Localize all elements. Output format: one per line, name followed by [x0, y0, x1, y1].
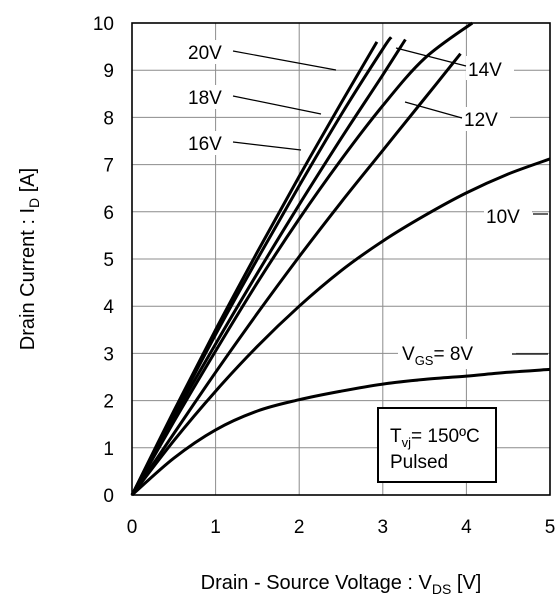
y-tick-label: 2 [103, 392, 114, 413]
tick-labels: 0 1 2 3 4 5 0 1 2 3 4 5 6 7 8 9 10 [93, 14, 555, 538]
label-20v-group: 20V [186, 40, 337, 71]
label-18v: 18V [188, 88, 222, 109]
y-tick-label: 8 [103, 108, 114, 129]
y-tick-label: 5 [103, 250, 114, 271]
y-tick-label: 1 [103, 439, 114, 460]
x-tick-label: 4 [461, 517, 472, 538]
x-tick-label: 3 [378, 517, 389, 538]
leader-14v [395, 47, 467, 67]
y-tick-label: 3 [103, 344, 114, 365]
x-axis-title-sub: DS [432, 581, 451, 594]
label-14v-bg [466, 56, 514, 80]
conditions-box-frame [377, 407, 497, 483]
label-8v-bg [398, 339, 516, 369]
y-tick-label: 0 [103, 486, 114, 507]
label-14v: 14V [468, 60, 502, 81]
label-20v: 20V [188, 43, 222, 64]
conditions-temperature-sub: vj [402, 435, 412, 450]
x-tick-label: 5 [545, 517, 556, 538]
curve-series-2 [130, 52, 462, 496]
label-8v-prefix: V [402, 344, 415, 365]
curve-series-4 [130, 38, 407, 496]
label-8v: VGS= 8V [402, 344, 473, 368]
label-18v-group: 18V [186, 85, 322, 115]
x-axis-title-main: Drain - Source Voltage : V [201, 572, 433, 594]
curve-series-0 [131, 367, 551, 497]
conditions-box: Tvj= 150ºC Pulsed [377, 407, 497, 483]
label-8v-suffix: = 8V [433, 344, 473, 365]
y-tick-label: 10 [93, 14, 114, 35]
label-16v: 16V [188, 134, 222, 155]
label-16v-bg [186, 131, 232, 155]
y-axis-title-main: Drain Current : I [17, 208, 39, 350]
x-tick-label: 1 [210, 517, 221, 538]
leader-18v [232, 95, 322, 115]
y-axis-title-sub: D [26, 198, 42, 208]
y-axis-title-unit: [A] [17, 168, 39, 198]
x-tick-label: 0 [127, 517, 138, 538]
label-8v-sub: GS [415, 353, 434, 368]
conditions-pulsed: Pulsed [390, 452, 448, 473]
x-tick-label: 2 [294, 517, 305, 538]
plot-frame [131, 22, 551, 496]
y-tick-label: 9 [103, 61, 114, 82]
label-16v-group: 16V [186, 131, 302, 155]
label-10v-bg [484, 203, 532, 227]
curve-series-6 [130, 41, 379, 496]
curves [130, 21, 551, 497]
label-12v-group: 12V [404, 101, 510, 131]
conditions-temperature: Tvj= 150ºC [390, 426, 480, 450]
x-axis-title-unit: [V] [451, 572, 481, 594]
label-10v: 10V [486, 207, 520, 228]
curve-series-1 [130, 157, 551, 496]
label-14v-group: 14V [395, 47, 514, 81]
label-12v: 12V [464, 110, 498, 131]
curve-series-3 [130, 21, 474, 496]
y-axis-title: Drain Current : ID [A] [17, 168, 42, 350]
label-18v-bg [186, 85, 232, 109]
y-tick-label: 6 [103, 203, 114, 224]
leader-20v [232, 50, 337, 71]
label-12v-bg [462, 107, 510, 131]
conditions-temperature-prefix: T [390, 426, 402, 447]
y-tick-label: 7 [103, 156, 114, 177]
conditions-temperature-suffix: = 150ºC [411, 426, 480, 447]
label-20v-bg [186, 40, 232, 64]
label-8v-group: VGS= 8V [398, 339, 548, 369]
leader-16v [232, 141, 302, 151]
x-axis-title: Drain - Source Voltage : VDS [V] [201, 572, 482, 594]
y-tick-label: 4 [103, 297, 114, 318]
label-10v-group: 10V [484, 203, 548, 228]
leader-12v [404, 101, 463, 119]
